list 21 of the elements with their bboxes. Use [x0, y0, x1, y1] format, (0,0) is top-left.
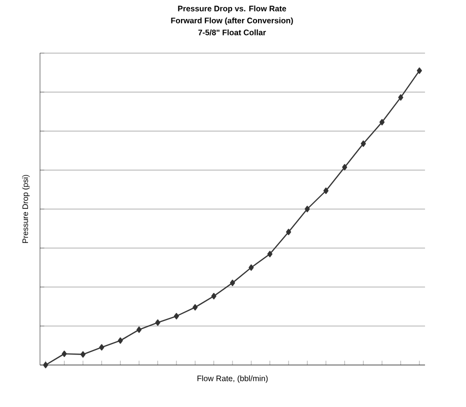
point: [136, 326, 142, 333]
point: [286, 228, 292, 236]
point: [267, 250, 272, 258]
point: [323, 188, 328, 194]
point: [342, 164, 348, 170]
point: [416, 67, 422, 74]
point: [304, 206, 310, 212]
point: [80, 351, 86, 358]
point: [99, 344, 104, 351]
point: [174, 312, 179, 320]
point: [43, 362, 48, 368]
point: [360, 140, 366, 147]
point: [192, 304, 198, 310]
point: [118, 337, 123, 344]
point: [155, 319, 160, 326]
point: [248, 264, 254, 271]
point: [62, 350, 67, 358]
point: [230, 280, 236, 286]
point: [379, 118, 385, 126]
point: [398, 94, 404, 101]
point: [211, 292, 216, 300]
